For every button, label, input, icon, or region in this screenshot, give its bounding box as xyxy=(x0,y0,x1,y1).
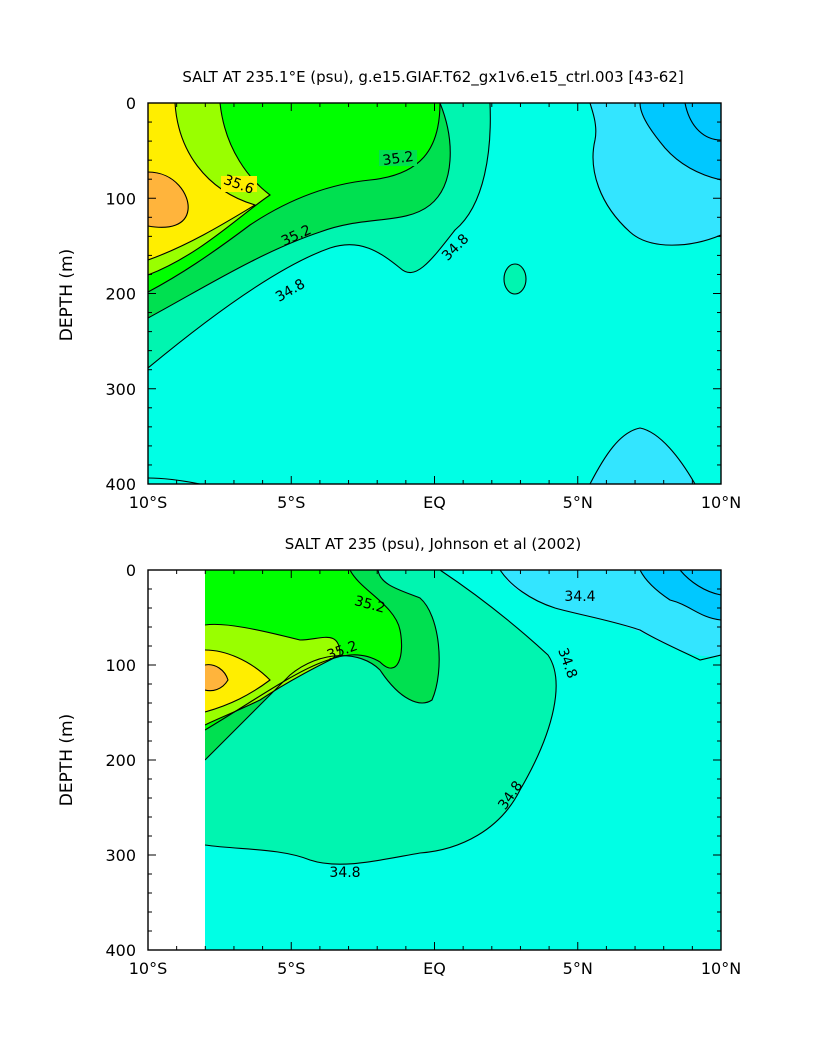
panel-bottom-ylabel: DEPTH (m) xyxy=(57,714,77,806)
x-tick-label: 10°N xyxy=(701,959,741,978)
x-tick-label: 5°N xyxy=(563,493,593,512)
contour-label: 34.4 xyxy=(564,589,595,605)
panel-top-ylabel: DEPTH (m) xyxy=(57,249,77,341)
y-tick-label: 100 xyxy=(105,656,136,675)
contour-label: 35.2 xyxy=(382,149,415,169)
panel-top-plot: 35.2 35.6 35.2 34.8 34.8 xyxy=(147,102,722,485)
y-tick-label: 400 xyxy=(105,941,136,960)
panel-bottom-plot: 35.2 35.2 34.4 34.8 34.8 34.8 xyxy=(147,569,722,951)
x-tick-label: 5°S xyxy=(277,959,305,978)
panel-bottom-no-data xyxy=(149,571,204,949)
contour-lines-bottom xyxy=(205,570,721,865)
contour-label: 35.2 xyxy=(353,593,387,617)
y-tick-label: 200 xyxy=(105,285,136,304)
x-tick-label: 10°S xyxy=(129,959,168,978)
contour-lines-top xyxy=(148,103,721,484)
y-tick-label: 0 xyxy=(126,94,136,113)
y-tick-label: 400 xyxy=(105,475,136,494)
x-tick-label: 10°N xyxy=(701,493,741,512)
contour-label: 34.8 xyxy=(329,865,360,881)
ticks-bottom xyxy=(147,569,722,951)
panel-top: SALT AT 235.1°E (psu), g.e15.GIAF.T62_gx… xyxy=(57,68,741,512)
panel-bottom-title: SALT AT 235 (psu), Johnson et al (2002) xyxy=(285,535,582,553)
y-tick-label: 300 xyxy=(105,380,136,399)
panel-top-title: SALT AT 235.1°E (psu), g.e15.GIAF.T62_gx… xyxy=(182,68,683,87)
region-top-35-8 xyxy=(148,172,189,228)
x-tick-label: 5°S xyxy=(277,493,305,512)
x-tick-label: EQ xyxy=(423,493,446,512)
region-top-deep-lobe xyxy=(590,428,695,484)
region-bot-35-6 xyxy=(205,650,270,712)
y-tick-label: 100 xyxy=(105,189,136,208)
y-tick-label: 0 xyxy=(126,561,136,580)
tick-labels-bottom: 10°S 5°S EQ 5°N 10°N 0 100 200 300 400 xyxy=(105,561,741,978)
region-top-small-cell xyxy=(504,264,526,294)
x-tick-label: 10°S xyxy=(129,493,168,512)
x-tick-label: EQ xyxy=(423,959,446,978)
y-tick-label: 200 xyxy=(105,751,136,770)
y-tick-label: 300 xyxy=(105,846,136,865)
ticks-top xyxy=(147,102,722,485)
region-top-34-2b xyxy=(685,103,721,140)
tick-labels-top: 10°S 5°S EQ 5°N 10°N 0 100 200 300 400 xyxy=(105,94,741,512)
x-tick-label: 5°N xyxy=(563,959,593,978)
panel-bottom: SALT AT 235 (psu), Johnson et al (2002) xyxy=(57,535,741,978)
region-bot-34-2b xyxy=(680,570,721,595)
region-bot-35-4 xyxy=(205,624,340,725)
